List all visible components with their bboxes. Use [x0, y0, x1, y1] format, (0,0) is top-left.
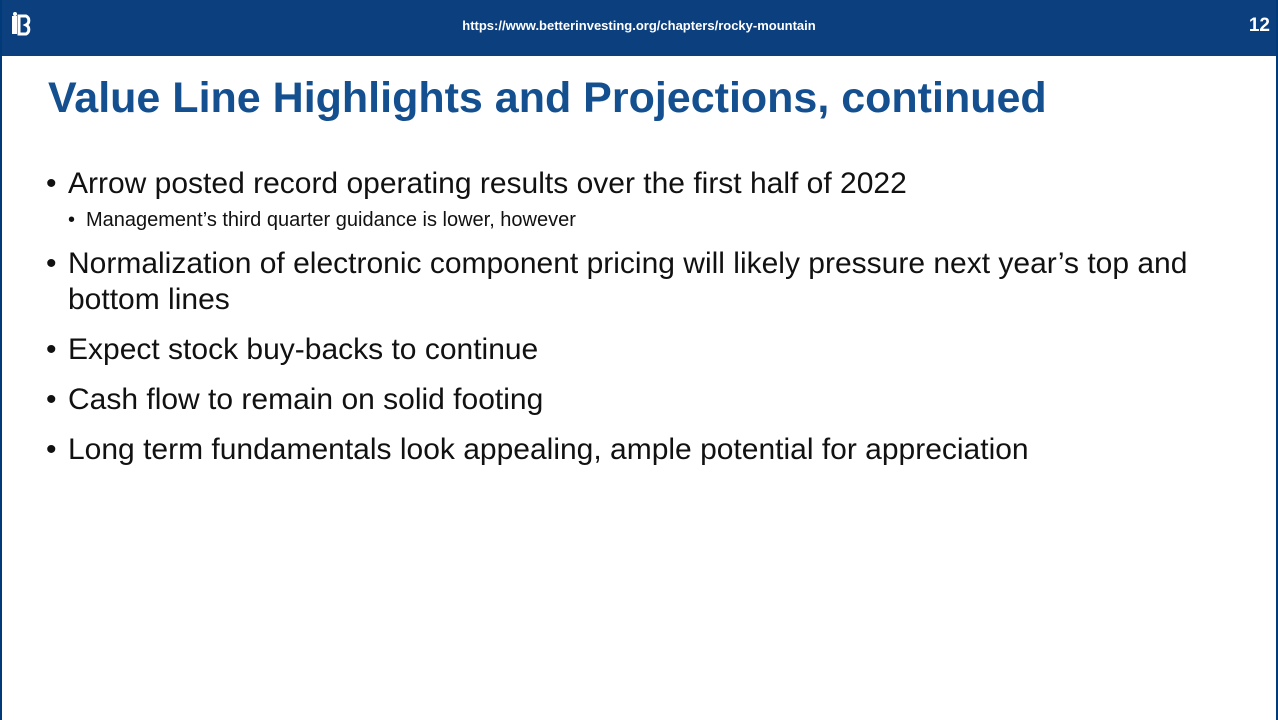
- bullet-text: Cash flow to remain on solid footing: [68, 383, 544, 416]
- sub-list: Management’s third quarter guidance is l…: [68, 208, 1196, 232]
- bullet: Arrow posted record operating results ov…: [46, 166, 1196, 232]
- sub-bullet: Management’s third quarter guidance is l…: [68, 208, 1196, 232]
- bullet-text: Normalization of electronic component pr…: [68, 247, 1188, 316]
- bullet: Cash flow to remain on solid footing: [46, 382, 1196, 418]
- bullet-text: Expect stock buy-backs to continue: [68, 333, 539, 366]
- header-url: https://www.betterinvesting.org/chapters…: [462, 18, 816, 33]
- logo: [12, 12, 31, 36]
- bullet-list: Arrow posted record operating results ov…: [46, 166, 1196, 482]
- page-number: 12: [1248, 15, 1270, 36]
- bullet: Expect stock buy-backs to continue: [46, 332, 1196, 368]
- bullet: Long term fundamentals look appealing, a…: [46, 432, 1196, 468]
- bullet-text: Long term fundamentals look appealing, a…: [68, 433, 1029, 466]
- slide-title: Value Line Highlights and Projections, c…: [48, 74, 1047, 122]
- header-bar: https://www.betterinvesting.org/chapters…: [2, 0, 1276, 56]
- bullet: Normalization of electronic component pr…: [46, 246, 1196, 318]
- bullet-text: Arrow posted record operating results ov…: [68, 167, 907, 200]
